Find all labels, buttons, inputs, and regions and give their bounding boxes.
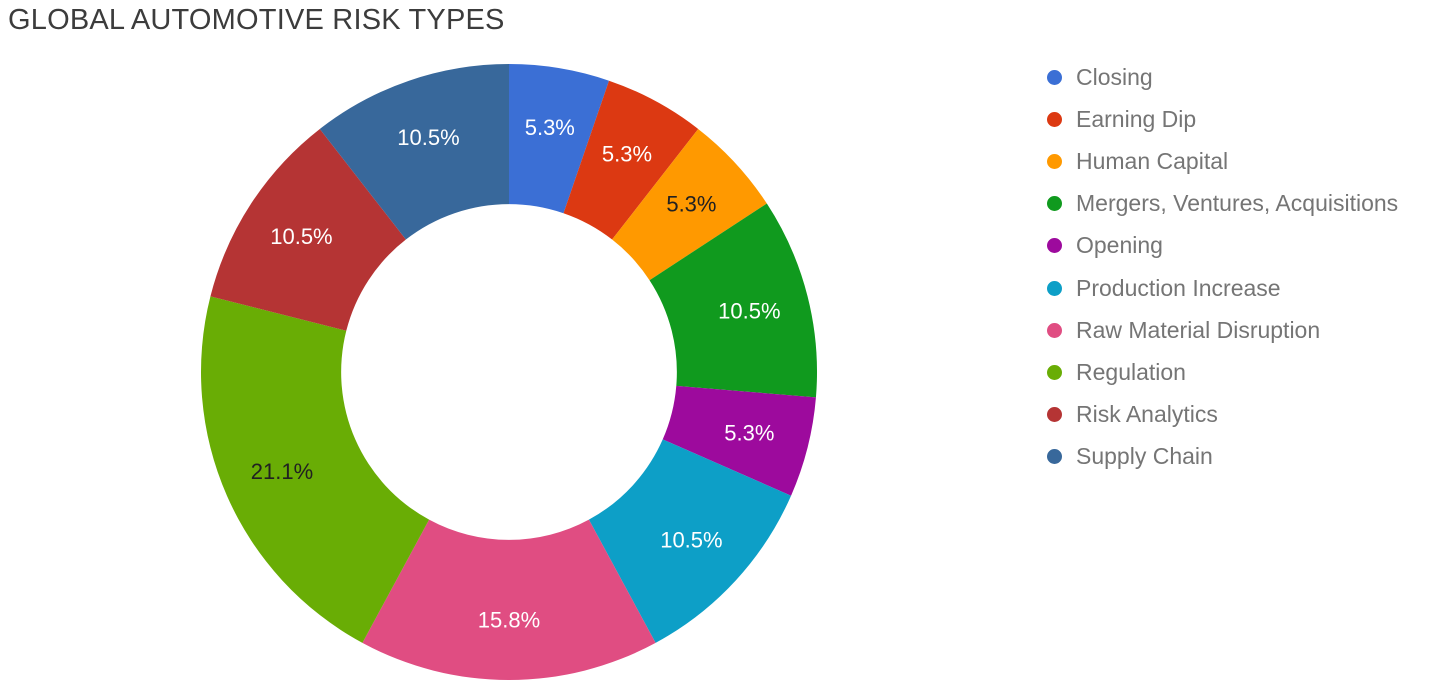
- chart-title: GLOBAL AUTOMOTIVE RISK TYPES: [8, 4, 505, 36]
- legend-item-human-capital[interactable]: Human Capital: [1047, 140, 1398, 182]
- chart-legend: Closing Earning Dip Human Capital Mergers, …: [1047, 56, 1398, 478]
- legend-color-dot: [1047, 364, 1062, 380]
- pie-slice-mergers-ventures-acquisitions[interactable]: [649, 203, 817, 398]
- legend-color-dot: [1047, 153, 1062, 169]
- slice-percent-label-production-increase: 10.5%: [660, 527, 722, 552]
- pie-slice-earning-dip[interactable]: [563, 80, 699, 240]
- pie-slice-regulation[interactable]: [200, 296, 430, 643]
- legend-item-label: Production Increase: [1076, 274, 1281, 301]
- legend-color-dot: [1047, 280, 1062, 296]
- slice-percent-label-supply-chain: 10.5%: [397, 125, 459, 150]
- legend-item-label: Supply Chain: [1076, 443, 1213, 470]
- legend-color-dot: [1047, 111, 1062, 127]
- legend-item-label: Raw Material Disruption: [1076, 316, 1321, 343]
- pie-slice-production-increase[interactable]: [588, 439, 792, 643]
- slice-percent-label-raw-material-disruption: 15.8%: [478, 607, 540, 632]
- slice-percent-label-mergers-ventures-acquisitions: 10.5%: [718, 299, 780, 324]
- legend-color-dot: [1047, 69, 1062, 85]
- legend-color-dot: [1047, 238, 1062, 254]
- pie-slice-raw-material-disruption[interactable]: [362, 519, 656, 681]
- pie-slice-closing[interactable]: [509, 64, 610, 214]
- legend-item-regulation[interactable]: Regulation: [1047, 351, 1398, 393]
- legend-item-raw-material-disruption[interactable]: Raw Material Disruption: [1047, 309, 1398, 351]
- legend-item-risk-analytics[interactable]: Risk Analytics: [1047, 394, 1398, 436]
- legend-color-dot: [1047, 196, 1062, 212]
- slice-percent-label-closing: 5.3%: [525, 115, 575, 140]
- legend-item-label: Earning Dip: [1076, 105, 1197, 132]
- pie-slice-human-capital[interactable]: [612, 128, 767, 281]
- legend-item-mergers-ventures-acquisitions[interactable]: Mergers, Ventures, Acquisitions: [1047, 183, 1398, 225]
- legend-item-earning-dip[interactable]: Earning Dip: [1047, 98, 1398, 140]
- legend-item-supply-chain[interactable]: Supply Chain: [1047, 436, 1398, 478]
- legend-item-label: Risk Analytics: [1076, 401, 1218, 428]
- legend-color-dot: [1047, 449, 1062, 465]
- legend-item-opening[interactable]: Opening: [1047, 225, 1398, 267]
- slice-percent-label-regulation: 21.1%: [251, 459, 313, 484]
- slice-percent-label-opening: 5.3%: [724, 420, 774, 445]
- pie-slice-opening[interactable]: [662, 385, 816, 496]
- legend-color-dot: [1047, 407, 1062, 423]
- legend-item-label: Closing: [1076, 63, 1153, 90]
- legend-item-closing[interactable]: Closing: [1047, 56, 1398, 98]
- pie-slice-risk-analytics[interactable]: [210, 128, 406, 331]
- legend-item-label: Regulation: [1076, 358, 1186, 385]
- legend-item-label: Mergers, Ventures, Acquisitions: [1076, 190, 1399, 217]
- legend-item-production-increase[interactable]: Production Increase: [1047, 267, 1398, 309]
- slice-percent-label-earning-dip: 5.3%: [602, 141, 652, 166]
- pie-slice-supply-chain[interactable]: [319, 64, 509, 240]
- slice-percent-label-risk-analytics: 10.5%: [270, 224, 332, 249]
- slice-percent-label-human-capital: 5.3%: [666, 192, 716, 217]
- legend-color-dot: [1047, 322, 1062, 338]
- legend-item-label: Human Capital: [1076, 147, 1229, 174]
- legend-item-label: Opening: [1076, 232, 1163, 259]
